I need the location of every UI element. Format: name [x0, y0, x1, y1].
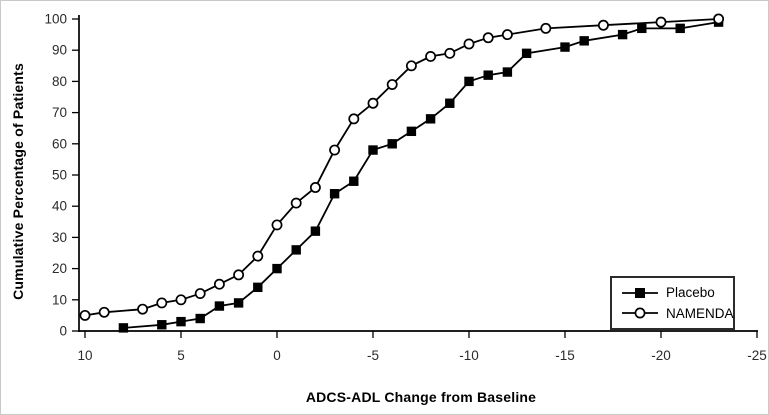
y-tick-label: 0	[59, 324, 67, 339]
namenda-data-marker	[252, 250, 264, 262]
y-tick-label: 70	[52, 105, 67, 120]
placebo-data-marker	[406, 126, 417, 137]
legend-label-placebo: Placebo	[666, 285, 715, 301]
legend-label-namenda: NAMENDA	[666, 305, 734, 321]
placebo-data-marker	[157, 320, 167, 330]
placebo-data-marker	[349, 176, 359, 186]
placebo-data-marker	[560, 42, 570, 52]
placebo-data-marker	[291, 245, 301, 255]
namenda-data-marker	[213, 278, 225, 290]
namenda-data-marker	[309, 182, 321, 193]
y-tick-label: 40	[52, 199, 67, 214]
placebo-data-marker	[253, 282, 263, 293]
placebo-data-marker	[176, 316, 186, 327]
legend: Placebo NAMENDA	[610, 276, 735, 330]
placebo-data-marker	[310, 226, 321, 236]
placebo-data-marker	[464, 76, 474, 87]
y-tick-label: 30	[52, 230, 67, 245]
y-tick-label: 90	[52, 43, 67, 58]
namenda-data-marker	[713, 13, 725, 25]
placebo-data-marker	[214, 301, 225, 311]
x-tick-label: 0	[273, 348, 281, 363]
placebo-data-marker	[675, 23, 685, 34]
namenda-data-marker	[175, 294, 187, 306]
placebo-marker-icon	[622, 287, 658, 298]
namenda-series-line	[84, 18, 719, 317]
x-axis-label: ADCS-ADL Change from Baseline	[305, 389, 537, 405]
y-tick-label: 50	[52, 168, 67, 183]
namenda-data-marker	[367, 97, 379, 109]
namenda-data-marker	[386, 79, 398, 90]
namenda-data-marker	[405, 60, 417, 72]
x-tick-label: -10	[459, 348, 479, 363]
namenda-data-marker	[290, 197, 302, 209]
x-tick-label: -20	[651, 348, 671, 363]
placebo-data-marker	[118, 323, 129, 333]
namenda-data-marker	[194, 288, 206, 300]
x-tick-label: -5	[367, 348, 379, 363]
namenda-data-marker	[329, 144, 341, 156]
y-tick-label: 60	[52, 136, 67, 151]
placebo-data-marker	[195, 313, 205, 324]
placebo-data-marker	[329, 189, 340, 199]
namenda-data-marker	[501, 29, 513, 41]
placebo-data-marker	[521, 48, 532, 59]
namenda-data-marker	[655, 16, 667, 28]
x-tick-label: -25	[747, 348, 767, 363]
x-tick-label: 10	[77, 348, 92, 363]
placebo-data-marker	[445, 98, 455, 108]
namenda-data-marker	[348, 113, 360, 125]
placebo-data-marker	[483, 70, 493, 80]
namenda-data-marker	[233, 269, 245, 281]
namenda-data-marker	[271, 219, 283, 231]
placebo-data-marker	[233, 298, 244, 308]
x-tick-label: -15	[555, 348, 575, 363]
y-axis-label-wrap: Cumulative Percentage of Patients	[5, 41, 31, 321]
namenda-data-marker	[156, 297, 168, 309]
placebo-data-marker	[387, 139, 397, 149]
namenda-data-marker	[482, 32, 494, 44]
x-tick-label: 5	[177, 348, 185, 363]
namenda-data-marker	[597, 19, 609, 31]
namenda-data-marker	[540, 22, 552, 34]
placebo-data-marker	[617, 29, 628, 40]
placebo-data-marker	[502, 67, 513, 77]
placebo-data-marker	[272, 263, 282, 274]
namenda-data-marker	[98, 306, 110, 318]
namenda-data-marker	[137, 303, 149, 315]
namenda-data-marker	[425, 50, 437, 62]
y-tick-label: 20	[52, 261, 67, 276]
placebo-data-marker	[579, 36, 589, 46]
namenda-data-marker	[463, 38, 475, 50]
placebo-data-marker	[637, 23, 647, 34]
namenda-data-marker	[444, 47, 456, 59]
y-tick-label: 80	[52, 74, 67, 89]
legend-item-namenda: NAMENDA	[620, 306, 734, 321]
placebo-data-marker	[425, 114, 436, 124]
legend-item-placebo: Placebo	[620, 285, 729, 300]
y-axis-label: Cumulative Percentage of Patients	[10, 62, 26, 300]
y-tick-label: 100	[44, 12, 67, 27]
namenda-data-marker	[79, 309, 91, 321]
y-tick-label: 10	[52, 292, 67, 307]
namenda-marker-icon	[622, 307, 658, 319]
placebo-data-marker	[368, 145, 378, 155]
